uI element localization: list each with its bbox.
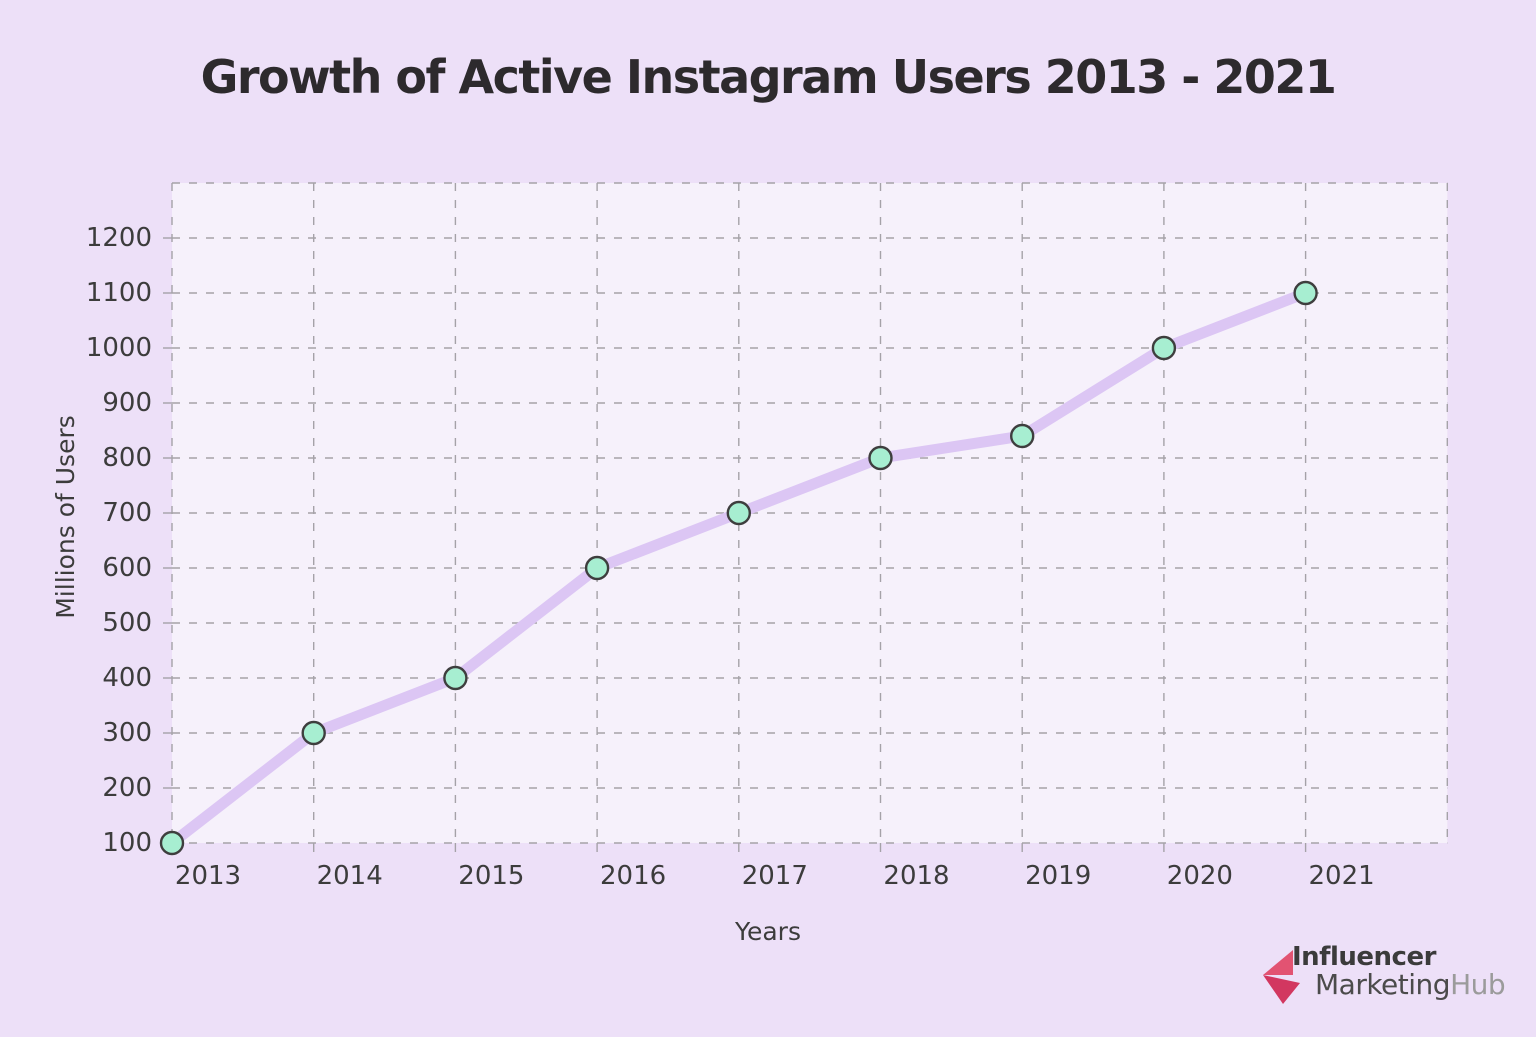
data-point-2015 [443,665,468,691]
y-axis-title: Millions of Users [51,415,80,619]
x-tick-label: 2016 [600,861,667,891]
y-tick-label: 900 [102,388,152,418]
y-tick-label: 400 [102,663,152,693]
x-tick-label: 2021 [1308,861,1375,891]
y-tick-label: 700 [102,498,152,528]
data-point-2016 [584,555,610,581]
x-tick-label: 2017 [741,861,808,891]
y-tick-label: 500 [102,608,152,638]
x-tick-label: 2013 [174,861,242,891]
x-tick-label: 2015 [458,861,525,891]
y-tick-label: 200 [102,773,152,803]
y-tick-label: 1200 [85,223,152,253]
data-point-2013 [159,830,185,856]
y-tick-label: 300 [102,718,152,748]
x-tick-label: 2014 [316,861,383,891]
logo-text-marketinghub: MarketingHub [1315,968,1506,1001]
data-point-2017 [726,500,751,526]
y-tick-label: 1000 [85,333,152,363]
data-point-2014 [301,720,326,746]
x-tick-label: 2019 [1025,861,1092,891]
logo-text-marketing: Marketing [1315,968,1451,1001]
data-point-2018 [868,445,893,471]
influencer-marketinghub-logo: Influencer MarketingHub [1255,940,1530,1012]
data-point-2019 [1010,423,1035,449]
logo-arrow-icon [1263,950,1300,1004]
chart-title: Growth of Active Instagram Users 2013 - … [200,50,1337,104]
y-tick-label: 800 [102,443,152,473]
logo-arrow-upper-triangle [1263,950,1293,975]
y-tick-label: 1100 [85,278,152,308]
data-point-2021 [1293,280,1318,306]
plot-area [172,183,1448,843]
logo-text-hub: Hub [1450,968,1506,1001]
x-tick-label: 2020 [1166,861,1233,891]
y-tick-label: 100 [102,828,152,858]
data-point-2020 [1151,335,1177,361]
logo-text-influencer: Influencer [1292,942,1436,972]
x-axis-title: Years [735,917,801,946]
y-tick-label: 600 [102,553,152,583]
x-tick-label: 2018 [883,861,950,891]
logo-arrow-lower-triangle [1263,975,1300,1004]
